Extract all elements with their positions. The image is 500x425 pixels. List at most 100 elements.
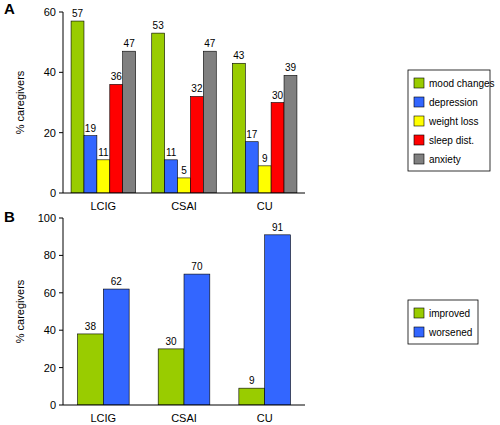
bar xyxy=(203,51,216,193)
bar xyxy=(239,388,265,405)
bar xyxy=(123,51,136,193)
bar xyxy=(190,96,203,193)
root: A % caregivers 57 53 43 19 11 17 11 5 9 36 32 30 47 47 3… xyxy=(0,0,500,425)
bar xyxy=(78,334,104,405)
y-tick xyxy=(59,330,63,331)
x-tick-label: CSAI xyxy=(171,200,197,212)
y-tick-label: 60 xyxy=(44,6,56,18)
y-axis xyxy=(63,12,64,193)
legend-label: sleep dist. xyxy=(429,135,474,146)
data-label: 38 xyxy=(85,321,97,332)
y-axis-label: % caregivers xyxy=(14,70,26,134)
y-axis xyxy=(63,218,64,405)
bar xyxy=(271,103,284,194)
x-tick-label: LCIG xyxy=(90,412,116,424)
y-tick xyxy=(59,132,63,133)
bar xyxy=(245,142,258,193)
bar xyxy=(258,166,271,193)
bar xyxy=(103,289,129,405)
data-label: 53 xyxy=(153,20,165,31)
bar xyxy=(178,178,191,193)
data-label: 70 xyxy=(191,261,203,272)
y-tick-label: 0 xyxy=(50,187,56,199)
data-label: 47 xyxy=(204,38,216,49)
data-label: 47 xyxy=(124,38,136,49)
y-tick xyxy=(59,255,63,256)
legend-swatch xyxy=(414,154,424,164)
y-tick-label: 40 xyxy=(44,324,56,336)
y-tick xyxy=(59,292,63,293)
figure: A % caregivers 57 53 43 19 11 17 11 5 9 36 32 30 47 47 3… xyxy=(0,0,500,425)
legend-label: weight loss xyxy=(428,116,478,127)
bar xyxy=(97,160,110,193)
data-label: 30 xyxy=(272,90,284,101)
data-label: 91 xyxy=(272,222,284,233)
x-tick-label: CU xyxy=(257,200,273,212)
bars xyxy=(78,235,291,405)
y-tick-label: 100 xyxy=(38,212,56,224)
y-tick xyxy=(59,218,63,219)
data-label: 62 xyxy=(111,276,123,287)
x-axis xyxy=(63,405,305,406)
y-tick-label: 0 xyxy=(50,399,56,411)
legend-swatch xyxy=(414,327,424,337)
y-tick-label: 80 xyxy=(44,249,56,261)
legend-label: anxiety xyxy=(429,154,461,165)
x-tick-label: CSAI xyxy=(171,412,197,424)
panel-title: A xyxy=(4,0,15,17)
data-labels: 38 30 9 62 70 91 xyxy=(85,222,284,386)
y-tick-label: 60 xyxy=(44,287,56,299)
legend-label: worsened xyxy=(428,327,472,338)
legend-label: improved xyxy=(429,308,470,319)
y-tick xyxy=(59,72,63,73)
data-label: 5 xyxy=(181,165,187,176)
bar xyxy=(71,21,84,193)
data-labels: 57 53 43 19 11 17 11 5 9 36 32 30 47 47 39 xyxy=(72,8,297,176)
data-label: 30 xyxy=(166,336,178,347)
x-tick-label: CU xyxy=(257,412,273,424)
bar xyxy=(284,75,297,193)
data-label: 19 xyxy=(85,123,97,134)
bar xyxy=(232,63,245,193)
bar xyxy=(184,274,210,405)
panel-title: B xyxy=(4,208,15,225)
panel: A % caregivers 57 53 43 19 11 17 11 5 9 36 32 30 47 47 3… xyxy=(4,0,495,212)
y-tick xyxy=(59,12,63,13)
legend-swatch xyxy=(414,78,424,88)
legend: mood changes depression weight loss sleep d… xyxy=(408,70,495,171)
bar xyxy=(110,84,123,193)
legend-box xyxy=(408,300,478,344)
y-tick xyxy=(59,193,63,194)
legend-swatch xyxy=(414,308,424,318)
data-label: 9 xyxy=(249,375,255,386)
legend-swatch xyxy=(414,135,424,145)
y-axis-label: % caregivers xyxy=(14,279,26,343)
bar xyxy=(158,349,184,405)
y-tick-label: 20 xyxy=(44,362,56,374)
data-label: 9 xyxy=(262,153,268,164)
data-label: 57 xyxy=(72,8,84,19)
data-label: 39 xyxy=(285,62,297,73)
data-label: 43 xyxy=(233,50,245,61)
legend-label: depression xyxy=(429,97,478,108)
panel: B % caregivers 38 30 9 62 70 91 0 20 40 60 80 100 LCIG… xyxy=(4,208,478,424)
data-label: 32 xyxy=(191,83,203,94)
data-label: 17 xyxy=(246,129,258,140)
bar xyxy=(265,235,291,405)
x-axis xyxy=(63,193,305,194)
legend-label: mood changes xyxy=(429,78,495,89)
y-tick-label: 20 xyxy=(44,127,56,139)
legend: improved worsened xyxy=(408,300,478,344)
x-tick-label: LCIG xyxy=(90,200,116,212)
y-tick xyxy=(59,367,63,368)
bar xyxy=(165,160,178,193)
bar xyxy=(84,136,97,193)
data-label: 11 xyxy=(166,147,177,158)
data-label: 36 xyxy=(111,71,123,82)
legend-swatch xyxy=(414,116,424,126)
legend-swatch xyxy=(414,97,424,107)
bars xyxy=(71,21,297,193)
data-label: 11 xyxy=(98,147,109,158)
y-tick-label: 40 xyxy=(44,66,56,78)
bar xyxy=(152,33,165,193)
